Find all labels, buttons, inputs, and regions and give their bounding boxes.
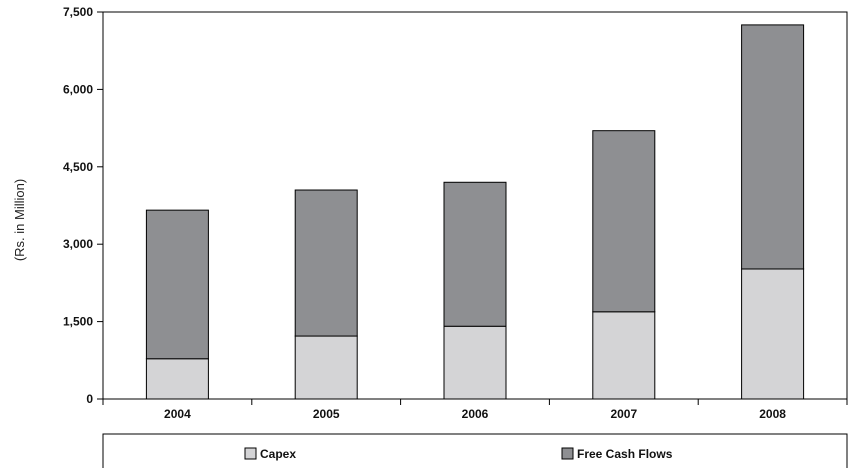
x-axis: 2004 2005 2006 2007 2008	[102, 399, 848, 421]
bar-capex-2006	[443, 325, 507, 400]
bar-free-cash-flows-2005	[294, 189, 358, 337]
legend: Capex Free Cash Flows	[244, 447, 673, 461]
legend-label: Capex	[260, 447, 296, 461]
y-axis: 0 1,500 3,000 4,500 6,000 7,500	[63, 5, 103, 406]
x-tick-label: 2007	[610, 407, 637, 421]
y-axis-label: (Rs. in Million)	[12, 179, 27, 261]
y-tick-label: 1,500	[63, 315, 93, 329]
bar-free-cash-flows-2008	[741, 24, 805, 270]
bar-free-cash-flows-2006	[443, 181, 507, 327]
x-tick-label: 2004	[164, 407, 191, 421]
legend-swatch	[561, 447, 574, 460]
y-tick-label: 7,500	[63, 5, 93, 19]
y-tick-label: 4,500	[63, 160, 93, 174]
bars	[145, 24, 805, 400]
bar-capex-2005	[294, 335, 358, 400]
x-tick-label: 2006	[462, 407, 489, 421]
bar-free-cash-flows-2007	[592, 130, 656, 313]
legend-label: Free Cash Flows	[577, 447, 673, 461]
x-tick-label: 2005	[313, 407, 340, 421]
y-tick-label: 6,000	[63, 82, 93, 96]
bar-capex-2007	[592, 311, 656, 400]
y-tick-label: 0	[86, 392, 93, 406]
bar-capex-2008	[741, 268, 805, 400]
y-tick-label: 3,000	[63, 237, 93, 251]
legend-swatch	[244, 447, 257, 460]
bar-capex-2004	[145, 358, 209, 400]
x-tick-label: 2008	[759, 407, 786, 421]
bar-free-cash-flows-2004	[145, 209, 209, 360]
legend-box	[102, 433, 848, 468]
